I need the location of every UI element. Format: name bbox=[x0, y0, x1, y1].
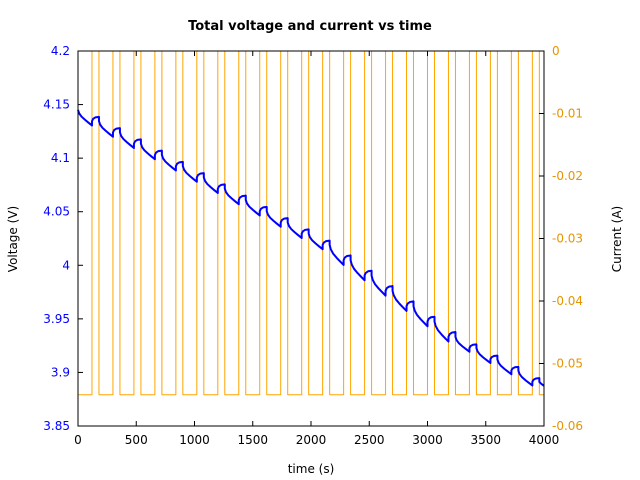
y-right-tick-label: -0.02 bbox=[552, 169, 583, 183]
x-tick-label: 1500 bbox=[237, 433, 268, 447]
voltage-line bbox=[77, 109, 545, 387]
x-tick-label: 500 bbox=[125, 433, 148, 447]
y-axis-right: -0.06 -0.05 -0.04 -0.03 -0.02 -0.01 0 bbox=[539, 44, 583, 433]
current-series bbox=[78, 50, 544, 396]
y-right-tick-label: -0.04 bbox=[552, 294, 583, 308]
x-tick-label: 3500 bbox=[470, 433, 501, 447]
y-right-tick-label: 0 bbox=[552, 44, 560, 58]
x-axis-label: time (s) bbox=[288, 462, 335, 476]
y-axis-left-label: Voltage (V) bbox=[6, 206, 20, 272]
y-left-tick-label: 4.15 bbox=[43, 98, 70, 112]
x-axis: 0 500 1000 1500 2000 2500 3000 3500 4000 bbox=[74, 51, 559, 447]
y-left-tick-label: 4.05 bbox=[43, 205, 70, 219]
y-right-tick-label: -0.05 bbox=[552, 357, 583, 371]
y-left-tick-label: 3.95 bbox=[43, 312, 70, 326]
x-tick-label: 0 bbox=[74, 433, 82, 447]
y-left-tick-label: 4.2 bbox=[51, 44, 70, 58]
x-tick-label: 1000 bbox=[179, 433, 210, 447]
y-left-tick-label: 4.1 bbox=[51, 151, 70, 165]
chart-title: Total voltage and current vs time bbox=[188, 19, 432, 34]
y-axis-right-label: Current (A) bbox=[610, 206, 624, 272]
voltage-series bbox=[77, 109, 545, 387]
x-tick-label: 2000 bbox=[296, 433, 327, 447]
y-left-tick-label: 3.9 bbox=[51, 365, 70, 379]
y-right-tick-label: -0.06 bbox=[552, 419, 583, 433]
y-right-tick-label: -0.01 bbox=[552, 107, 583, 121]
y-right-tick-label: -0.03 bbox=[552, 232, 583, 246]
x-tick-label: 3000 bbox=[412, 433, 443, 447]
y-left-tick-label: 3.85 bbox=[43, 419, 70, 433]
x-tick-label: 4000 bbox=[529, 433, 560, 447]
y-axis-left: 3.85 3.9 3.95 4 4.05 4.1 4.15 4.2 bbox=[43, 44, 83, 433]
y-left-tick-label: 4 bbox=[62, 258, 70, 272]
current-line bbox=[78, 50, 544, 396]
x-tick-label: 2500 bbox=[354, 433, 385, 447]
